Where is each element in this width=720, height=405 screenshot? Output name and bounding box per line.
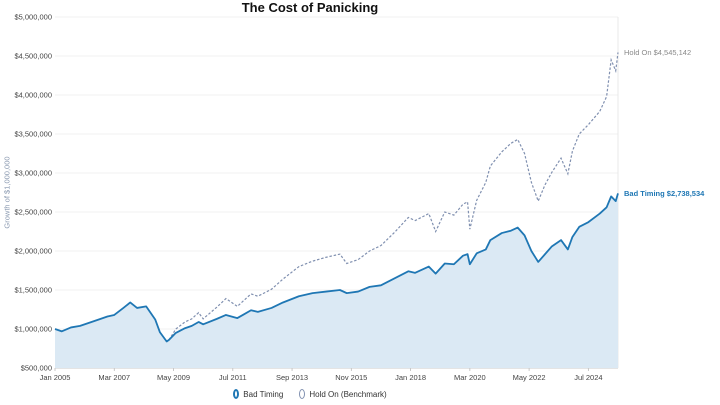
y-tick-label: $500,000: [21, 364, 52, 373]
y-tick-label: $1,500,000: [14, 286, 52, 295]
x-tick-label: Jul 2024: [574, 373, 602, 382]
x-tick-label: May 2022: [513, 373, 546, 382]
legend-item-bad-timing[interactable]: Bad Timing: [233, 389, 283, 399]
y-tick-label: $5,000,000: [14, 13, 52, 22]
y-tick-label: $4,000,000: [14, 91, 52, 100]
x-tick-label: Jan 2005: [40, 373, 71, 382]
chart-title: The Cost of Panicking: [241, 0, 379, 15]
series-area-bad-timing: [55, 193, 618, 368]
series-line-hold-on: [168, 52, 619, 341]
end-label-bad-timing: Bad Timing $2,738,534: [624, 189, 705, 198]
x-tick-label: Jul 2011: [219, 373, 247, 382]
legend-swatch-bad-timing-icon: [233, 389, 240, 399]
legend-item-hold-on[interactable]: Hold On (Benchmark): [299, 389, 387, 399]
x-tick-label: Mar 2007: [98, 373, 130, 382]
x-tick-label: Mar 2020: [454, 373, 486, 382]
legend: Bad Timing Hold On (Benchmark): [0, 389, 620, 399]
x-tick-label: Sep 2013: [276, 373, 308, 382]
y-tick-label: $1,000,000: [14, 325, 52, 334]
legend-label-bad-timing: Bad Timing: [243, 389, 284, 399]
y-tick-label: $3,500,000: [14, 130, 52, 139]
legend-swatch-hold-on-icon: [299, 389, 306, 399]
x-tick-label: Jan 2018: [395, 373, 426, 382]
legend-label-hold-on: Hold On (Benchmark): [309, 389, 387, 399]
y-tick-label: $2,000,000: [14, 247, 52, 256]
y-tick-label: $3,000,000: [14, 169, 52, 178]
end-label-hold-on: Hold On $4,545,142: [624, 48, 691, 57]
y-tick-label: $2,500,000: [14, 208, 52, 217]
x-tick-label: Nov 2015: [335, 373, 367, 382]
x-tick-label: May 2009: [157, 373, 190, 382]
series-line-bad-timing: [54, 193, 619, 343]
y-tick-label: $4,500,000: [14, 52, 52, 61]
